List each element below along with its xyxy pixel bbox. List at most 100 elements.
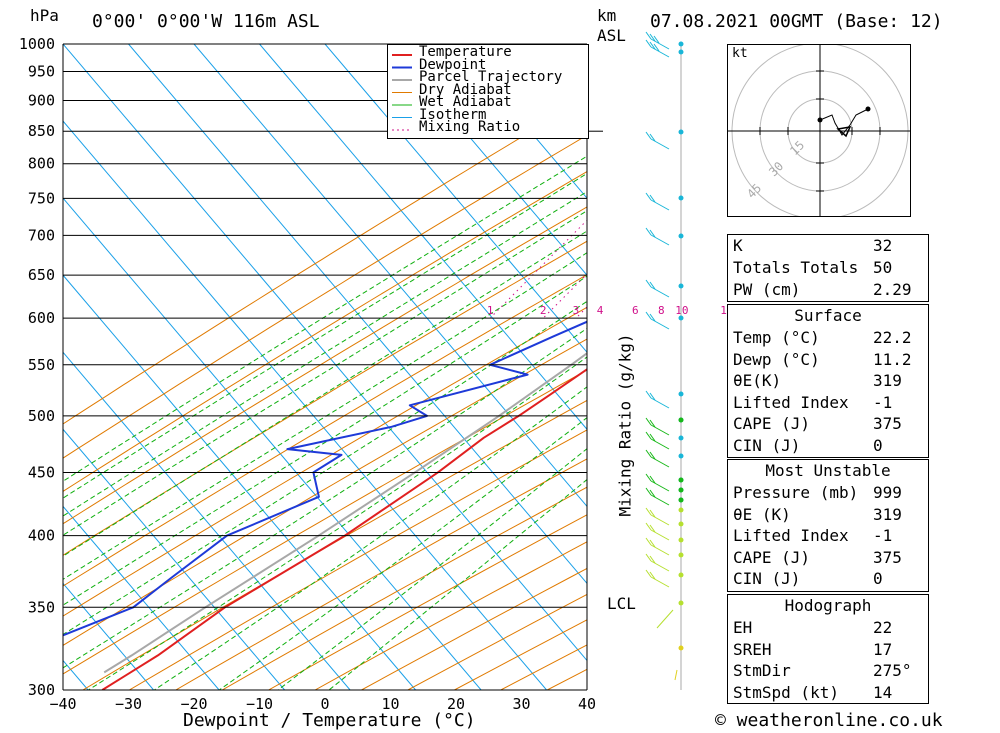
hodograph-storm-motion-marker	[836, 126, 852, 138]
pressure-tick-label: 950	[28, 63, 55, 81]
wind-barb-flag	[649, 433, 656, 442]
mixing-ratio-label: 4	[597, 304, 604, 317]
wet-adiabat-line	[63, 172, 587, 499]
hodo-row-stmspd: StmSpd (kt) 14	[728, 682, 928, 703]
pressure-tick-label: 550	[28, 356, 55, 374]
wind-level-dot	[678, 41, 684, 47]
temperature-tick-label: −30	[115, 695, 142, 713]
hodograph-point-end	[865, 106, 871, 112]
hodograph-indices-box: Hodograph EH 22 SREH 17 StmDir 275° StmSpd …	[727, 594, 929, 704]
mixing-ratio-label: 6	[632, 304, 639, 317]
dry-adiabat-line	[175, 458, 587, 690]
wind-barb-flag	[645, 279, 652, 288]
index-value: 50	[873, 258, 893, 277]
wind-level-dot	[678, 537, 684, 543]
series-dewpoint-line	[63, 320, 587, 637]
index-label: Lifted Index	[733, 526, 849, 545]
wind-barb-flag	[649, 524, 656, 533]
wind-barb	[650, 286, 670, 298]
surface-indices-box: Surface Temp (°C) 22.2 Dewp (°C) 11.2 θE(K…	[727, 304, 929, 458]
wind-level-dot	[678, 477, 684, 483]
wind-level-dot	[678, 391, 684, 397]
isotherm-line	[193, 44, 587, 508]
copyright-link[interactable]: © weatheronline.co.uk	[715, 710, 943, 731]
most-unstable-title: Most Unstable	[765, 461, 891, 480]
wet-adiabat-line	[63, 275, 587, 606]
mixing-ratio-label: 2	[540, 304, 547, 317]
wind-barb	[650, 199, 670, 211]
temperature-tick-label: −20	[180, 695, 207, 713]
km-unit-label: km	[597, 6, 617, 25]
mixing-ratio-label: 3	[573, 304, 580, 317]
mixing-ratio-label: 1	[487, 304, 494, 317]
index-label: PW (cm)	[733, 280, 801, 299]
index-label: K	[733, 236, 743, 255]
pressure-tick-label: 800	[28, 155, 55, 173]
wind-barb-flag	[649, 539, 656, 548]
wind-barb	[650, 38, 670, 50]
wind-level-dot	[678, 435, 684, 441]
pressure-tick-label: 600	[28, 309, 55, 327]
wind-barb	[650, 234, 670, 246]
legend-entry-temperature: Temperature	[419, 44, 512, 60]
pressure-tick-label: 300	[28, 681, 55, 699]
dry-adiabat-line	[129, 429, 587, 690]
mixing-ratio-label: 8	[658, 304, 665, 317]
wind-level-dot	[678, 645, 684, 651]
index-label: Totals Totals	[733, 258, 859, 277]
wind-barb-flag	[645, 417, 652, 426]
isotherm-line	[63, 505, 220, 690]
surface-row-cin: CIN (J) 0	[728, 435, 928, 456]
wind-barb	[650, 438, 670, 450]
wind-barb-flag	[649, 229, 656, 238]
wind-barb-flag	[645, 31, 652, 40]
wind-barb-flag	[649, 281, 656, 290]
isotherm-line	[63, 120, 547, 690]
wind-level-dot	[678, 129, 684, 135]
index-row-k: K 32	[728, 235, 928, 256]
isotherm-line	[128, 44, 587, 585]
wind-level-dot	[678, 600, 684, 606]
dry-adiabat-line	[63, 306, 587, 617]
index-label: Temp (°C)	[733, 328, 820, 347]
index-label: θE (K)	[733, 504, 791, 524]
temperature-tick-label: 30	[512, 695, 530, 713]
hodograph-unit-label: kt	[732, 46, 748, 61]
legend-entry-wet-adiabat: Wet Adiabat	[419, 94, 512, 110]
wind-level-dot	[678, 195, 684, 201]
mu-row-cape: CAPE (J) 375	[728, 547, 928, 568]
wind-barb	[650, 480, 670, 492]
mu-row-thetae: θE (K) 319	[728, 504, 928, 525]
index-value: 0	[873, 435, 883, 455]
index-value: 319	[873, 504, 902, 524]
hodograph-ticks	[759, 70, 881, 192]
wind-barb-flag	[649, 313, 656, 322]
index-label: StmDir	[733, 661, 791, 680]
index-value: 0	[873, 569, 883, 588]
legend-entry-dry-adiabat: Dry Adiabat	[419, 81, 512, 98]
index-value: 2.29	[873, 280, 912, 299]
pressure-tick-label: 750	[28, 189, 55, 207]
index-value: -1	[873, 526, 893, 545]
pressure-tick-label: 700	[28, 226, 55, 244]
isotherm-line	[455, 44, 587, 199]
mu-row-pressure: Pressure (mb) 999	[728, 482, 928, 503]
hodograph-point-start	[817, 117, 823, 123]
wet-adiabat-line	[154, 386, 587, 690]
temperature-tick-label: 0	[320, 695, 329, 713]
wind-level-dot	[678, 453, 684, 459]
wind-barb-flag	[645, 390, 652, 399]
wind-barb	[656, 609, 674, 629]
wind-barb-flag	[645, 537, 652, 546]
surface-row-thetae: θE(K) 319	[728, 370, 928, 391]
wind-barb-flag	[645, 131, 652, 140]
index-label: Dewp (°C)	[733, 349, 820, 369]
index-value: 375	[873, 414, 902, 433]
index-label: CAPE (J)	[733, 414, 811, 433]
pressure-tick-label: 350	[28, 598, 55, 616]
hodograph-panel: kt 15 30 45	[727, 44, 911, 217]
hodo-row-stmdir: StmDir 275°	[728, 660, 928, 681]
hodograph-indices-title: Hodograph	[784, 596, 872, 615]
index-value: 32	[873, 236, 893, 255]
